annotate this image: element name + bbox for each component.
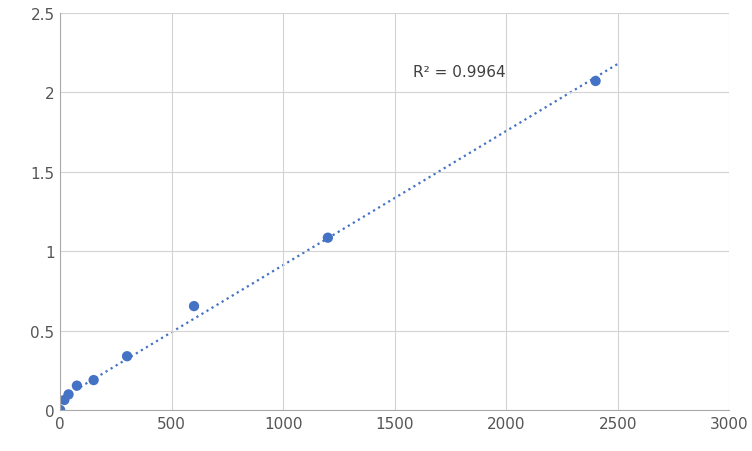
Point	[188, 303, 200, 310]
Text: R² = 0.9964: R² = 0.9964	[413, 65, 505, 80]
Point	[59, 396, 71, 404]
Point	[62, 391, 74, 398]
Point	[322, 235, 334, 242]
Point	[54, 406, 66, 414]
Point	[121, 353, 133, 360]
Point	[590, 78, 602, 85]
Point	[87, 377, 99, 384]
Point	[71, 382, 83, 389]
